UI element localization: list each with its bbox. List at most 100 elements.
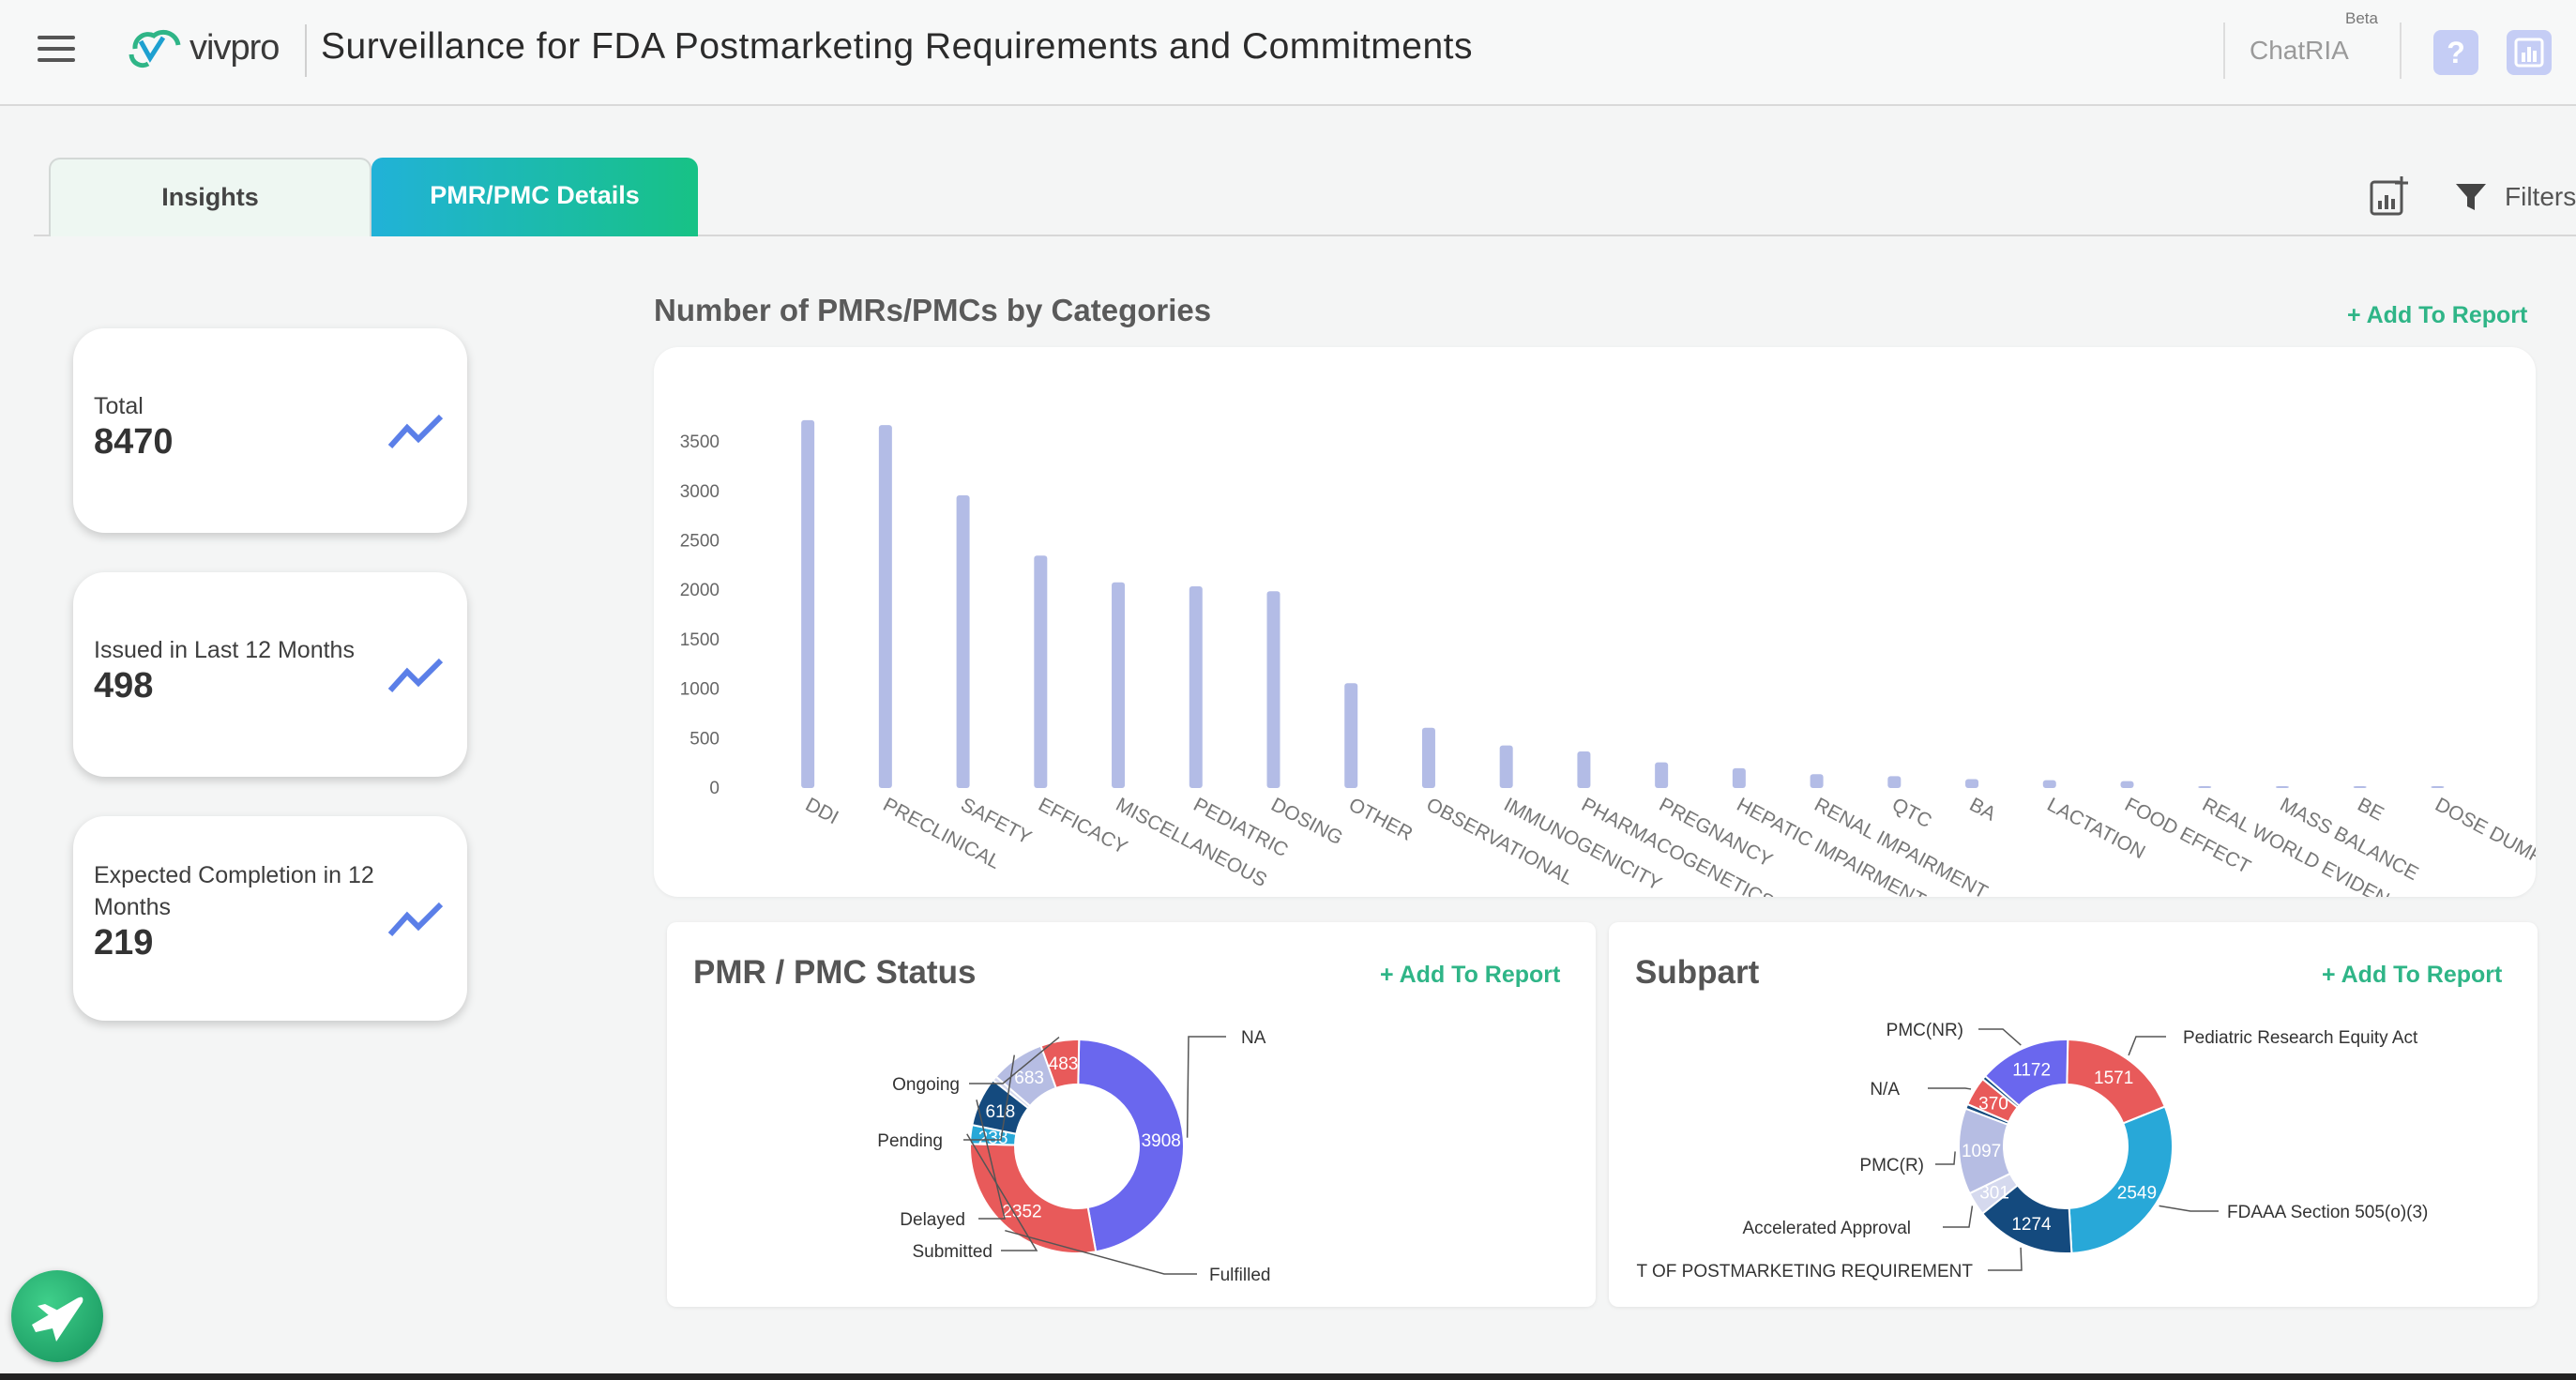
x-tick-label: OTHER — [1345, 794, 1417, 845]
leader-line — [963, 1054, 1016, 1141]
bar — [1655, 762, 1669, 788]
bar — [1344, 683, 1358, 788]
add-chart-glyph-icon — [2370, 176, 2408, 216]
bar — [1266, 591, 1280, 788]
bar — [878, 425, 892, 788]
slice-category-label: Submitted — [912, 1242, 993, 1262]
slice-value-label: 618 — [986, 1102, 1016, 1122]
x-tick-label: QTC — [1888, 794, 1935, 832]
filter-icon — [2456, 184, 2486, 210]
leader-line — [1978, 1028, 2022, 1046]
bar — [2198, 786, 2212, 788]
slice-category-label: Ongoing — [892, 1075, 960, 1095]
slice-value-label: 683 — [1014, 1069, 1044, 1088]
add-to-report-button[interactable]: + Add To Report — [2322, 962, 2503, 988]
x-tick-label: DOSE DUMPING — [2432, 794, 2536, 886]
bar — [2431, 786, 2445, 788]
y-tick-label: 500 — [689, 729, 720, 749]
x-tick-label: BE — [2354, 794, 2387, 825]
report-icon[interactable] — [2507, 30, 2552, 75]
bar — [801, 419, 815, 788]
slice-category-label: N/A — [1870, 1080, 1900, 1099]
leader-line — [1005, 1229, 1197, 1275]
bar-chart-title: Number of PMRs/PMCs by Categories — [654, 293, 1212, 327]
y-tick-label: 1500 — [680, 630, 720, 650]
filters-label: Filters — [2505, 182, 2576, 211]
bar — [1732, 767, 1746, 788]
slice-value-label: 370 — [1978, 1094, 2008, 1114]
logo-text: vivpro — [189, 28, 280, 68]
slice-value-label: 238 — [978, 1129, 1008, 1148]
status-panel: PMR / PMC Status + Add To Report 3908 NA 2… — [667, 922, 1596, 1307]
vivpro-logo[interactable]: vivpro — [122, 21, 291, 77]
slice-value-label: 3908 — [1142, 1131, 1181, 1151]
chatria-label: ChatRIA — [2250, 36, 2349, 65]
y-tick-label: 2000 — [680, 581, 720, 600]
bar — [2353, 786, 2367, 788]
report-glyph-icon — [2514, 38, 2544, 68]
slice-category-label: T OF POSTMARKETING REQUIREMENT — [1636, 1262, 1973, 1281]
bar — [1887, 776, 1902, 788]
tab-pmr-pmc-details[interactable]: PMR/PMC Details — [371, 158, 698, 236]
donut-slice — [1983, 1039, 2069, 1107]
kpi-card-issued-last-12-months: Issued in Last 12 Months 498 — [73, 572, 467, 777]
add-to-report-button[interactable]: + Add To Report — [2347, 302, 2528, 328]
y-tick-label: 2500 — [680, 531, 720, 551]
hamburger-menu-icon[interactable] — [38, 36, 75, 66]
slice-category-label: PMC(NR) — [1887, 1021, 1963, 1040]
bottom-bar — [0, 1373, 2576, 1380]
slice-value-label: 1571 — [2094, 1069, 2133, 1088]
bar — [1810, 774, 1824, 788]
bar — [1112, 582, 1126, 788]
slice-value-label: 2549 — [2117, 1183, 2157, 1203]
subpart-panel: Subpart + Add To Report 1571 Pediatric Re… — [1609, 922, 2538, 1307]
slice-value-label: 483 — [1049, 1054, 1079, 1074]
bar — [1577, 751, 1591, 788]
leader-line — [1928, 1087, 1972, 1090]
leader-line — [966, 1133, 1038, 1251]
leader-line — [1935, 1151, 1956, 1165]
add-to-report-button[interactable]: + Add To Report — [1380, 962, 1561, 988]
page-title: Surveillance for FDA Postmarketing Requi… — [321, 26, 1473, 67]
slice-category-label: Accelerated Approval — [1742, 1219, 1911, 1238]
slice-value-label: 1097 — [1962, 1142, 2001, 1161]
kpi-label: Issued in Last 12 Months — [94, 637, 355, 663]
filters-button[interactable]: Filters — [2452, 178, 2576, 216]
leader-line — [2128, 1036, 2166, 1056]
add-chart-icon[interactable] — [2368, 174, 2411, 218]
slice-category-label: Delayed — [900, 1210, 965, 1230]
question-icon[interactable]: ? — [2433, 30, 2478, 75]
donut-slice — [969, 1143, 1098, 1254]
status-chart-title: PMR / PMC Status — [693, 954, 977, 991]
kpi-card-expected-completion: Expected Completion in 12 Months 219 — [73, 816, 467, 1021]
x-tick-label: OBSERVATIONAL — [1423, 794, 1577, 889]
trend-up-icon — [387, 414, 444, 449]
leader-line — [1943, 1206, 1974, 1228]
donut-slice — [2068, 1105, 2174, 1254]
chatria-button[interactable]: ChatRIA — [2223, 23, 2402, 79]
subpart-chart-title: Subpart — [1635, 954, 1760, 991]
slice-value-label: 1274 — [2011, 1215, 2052, 1235]
tab-insights[interactable]: Insights — [49, 158, 371, 236]
beta-badge: Beta — [2345, 9, 2378, 27]
slice-category-label: NA — [1241, 1028, 1266, 1048]
app-header: vivpro Surveillance for FDA Postmarketin… — [0, 0, 2576, 106]
slice-category-label: Pediatric Research Equity Act — [2183, 1028, 2418, 1048]
bar — [1189, 585, 1203, 788]
y-tick-label: 3000 — [680, 482, 720, 502]
leader-line — [2159, 1205, 2219, 1212]
airplane-fab-button[interactable] — [11, 1270, 103, 1362]
kpi-value: 219 — [94, 923, 154, 963]
slice-category-label: FDAAA Section 505(o)(3) — [2227, 1203, 2428, 1222]
leader-line — [1186, 1036, 1226, 1138]
subpart-donut-chart: 1571 Pediatric Research Equity Act 2549 FDA… — [1636, 1021, 2428, 1281]
kpi-value: 498 — [94, 666, 154, 705]
x-tick-label: DDI — [802, 794, 842, 828]
kpi-value: 8470 — [94, 422, 174, 462]
kpi-card-total: Total 8470 — [73, 328, 467, 533]
y-tick-label: 3500 — [680, 432, 720, 452]
leader-line — [1988, 1247, 2023, 1271]
y-tick-label: 1000 — [680, 680, 720, 700]
tabs-baseline — [34, 235, 2576, 236]
